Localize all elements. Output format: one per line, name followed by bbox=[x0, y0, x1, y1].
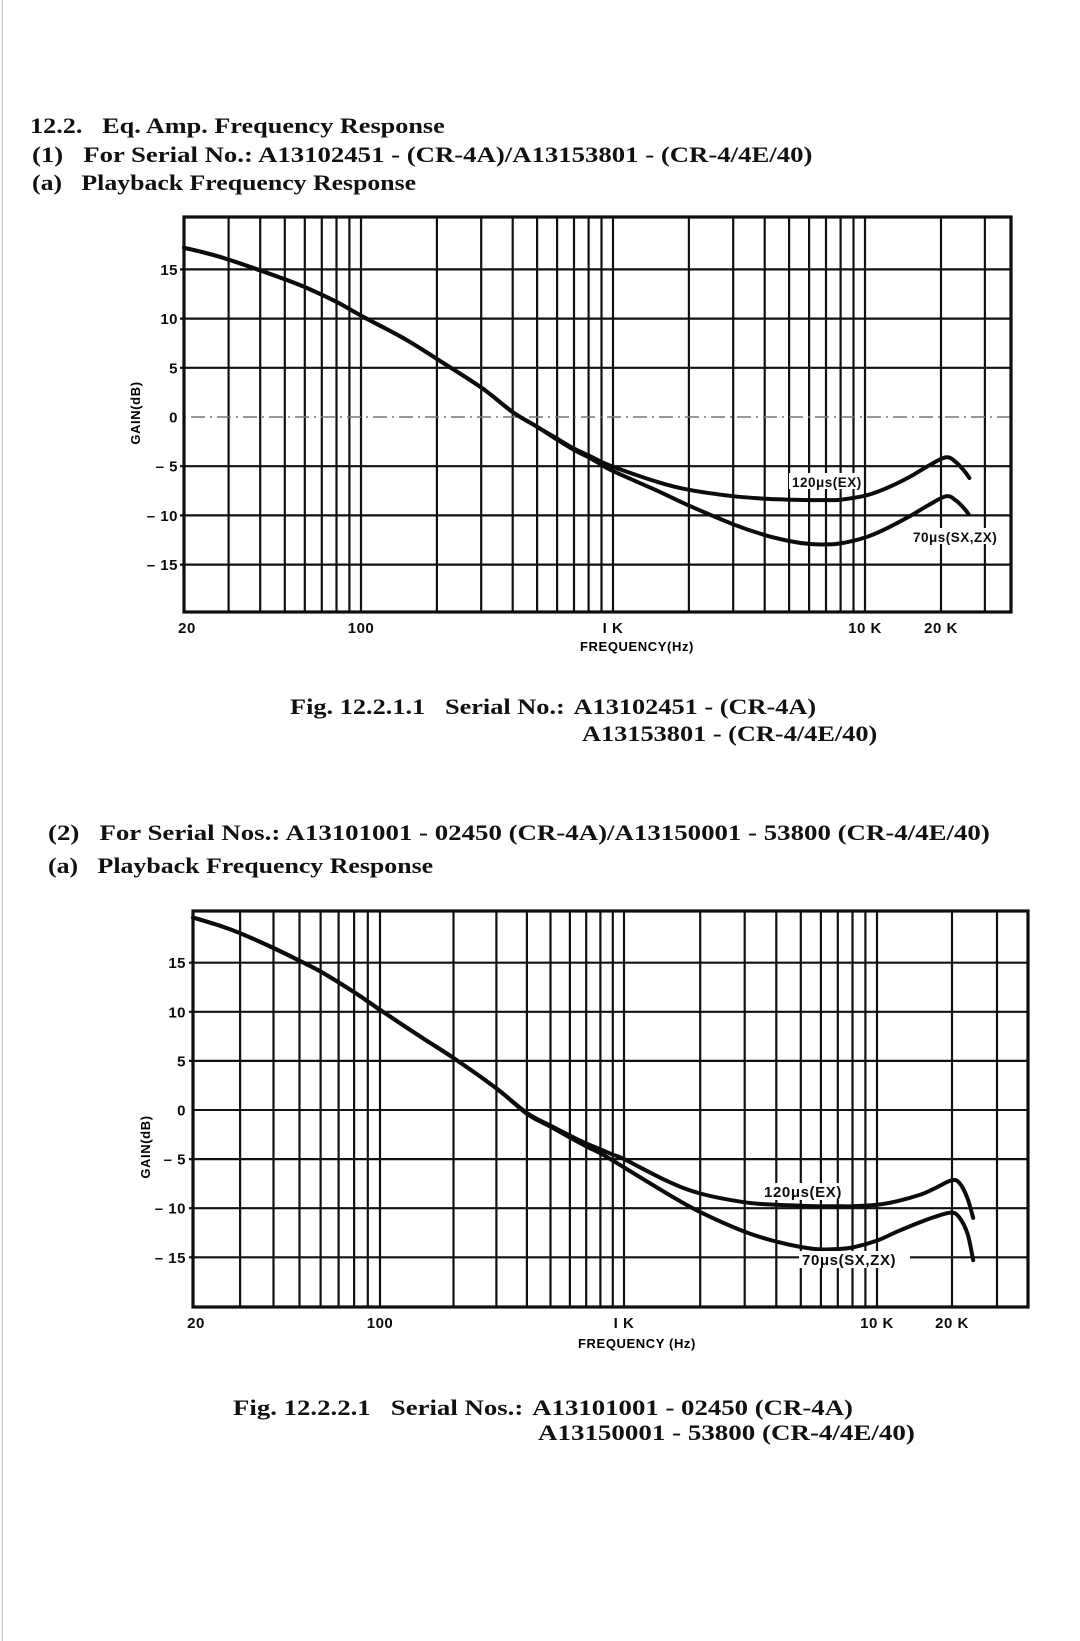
svg-text:100: 100 bbox=[348, 620, 375, 637]
svg-text:– 15: – 15 bbox=[155, 1250, 186, 1267]
svg-text:20: 20 bbox=[178, 620, 196, 637]
svg-text:10: 10 bbox=[160, 311, 178, 328]
svg-text:15: 15 bbox=[160, 262, 178, 279]
svg-text:0: 0 bbox=[177, 1103, 186, 1120]
svg-text:GAIN(dB): GAIN(dB) bbox=[138, 1115, 153, 1178]
svg-text:0: 0 bbox=[169, 410, 178, 427]
svg-text:– 5: – 5 bbox=[156, 459, 178, 476]
svg-text:20 K: 20 K bbox=[924, 620, 958, 637]
svg-text:– 10: – 10 bbox=[155, 1201, 186, 1218]
svg-text:GAIN(dB): GAIN(dB) bbox=[128, 381, 143, 444]
svg-text:20 K: 20 K bbox=[935, 1315, 969, 1332]
svg-text:5: 5 bbox=[177, 1053, 186, 1070]
svg-text:FREQUENCY(Hz): FREQUENCY(Hz) bbox=[580, 639, 694, 654]
svg-text:5: 5 bbox=[169, 360, 178, 377]
svg-text:10: 10 bbox=[168, 1004, 186, 1021]
svg-text:10 K: 10 K bbox=[848, 620, 882, 637]
svg-text:– 5: – 5 bbox=[164, 1152, 186, 1169]
svg-text:120μs(EX): 120μs(EX) bbox=[764, 1184, 842, 1201]
svg-text:100: 100 bbox=[367, 1315, 394, 1332]
svg-text:FREQUENCY (Hz): FREQUENCY (Hz) bbox=[578, 1336, 696, 1351]
svg-text:I K: I K bbox=[603, 620, 624, 637]
svg-text:10 K: 10 K bbox=[860, 1315, 894, 1332]
svg-text:– 15: – 15 bbox=[147, 557, 178, 574]
svg-text:70μs(SX,ZX): 70μs(SX,ZX) bbox=[802, 1252, 896, 1269]
svg-text:– 10: – 10 bbox=[147, 508, 178, 525]
svg-text:20: 20 bbox=[187, 1315, 205, 1332]
svg-text:I K: I K bbox=[614, 1315, 635, 1332]
svg-text:70μs(SX,ZX): 70μs(SX,ZX) bbox=[913, 530, 997, 545]
svg-text:120μs(EX): 120μs(EX) bbox=[792, 475, 862, 490]
svg-text:15: 15 bbox=[168, 955, 186, 972]
